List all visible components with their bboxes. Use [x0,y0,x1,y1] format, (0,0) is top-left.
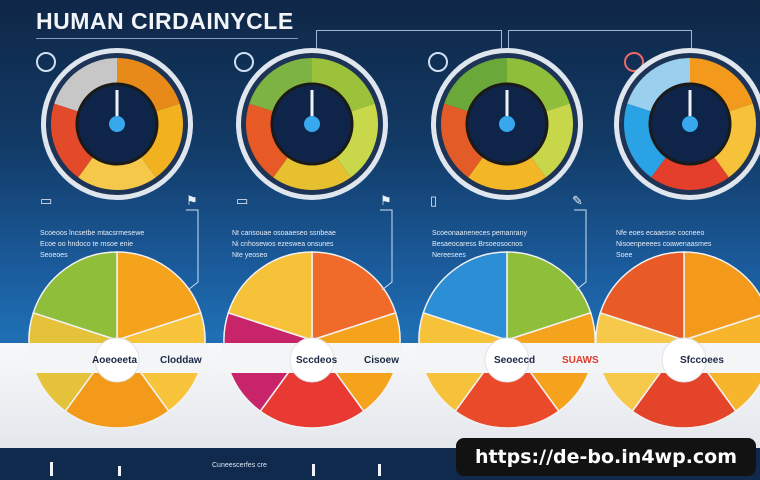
pen-icon: ✎ [572,193,583,208]
pie-slice [227,251,313,342]
connector-line-2 [508,30,692,53]
footer-marker [50,462,53,476]
monitor-icon: ▭ [236,193,249,208]
segment-label: Sccdeos [296,355,338,366]
flag-icon: ⚑ [380,193,392,208]
pie-slice [259,338,365,429]
flag-icon: ⚑ [186,193,198,208]
connector-line-1 [316,30,502,53]
clock-icon [234,52,254,72]
callout-line [186,209,199,291]
gauge-hub [109,116,125,132]
callout-line [380,209,393,291]
description-text-4: Nfe eoes ecaaesse cocneeo Nisoenpeeees c… [616,230,712,259]
page-title: HUMAN CIRDAINYCLE [36,8,294,34]
callout-line [574,209,587,291]
pie-center [661,337,707,383]
gauge-hub [499,116,515,132]
footer-text: Cuneescerfes cre [212,462,267,469]
pie-center [484,337,530,383]
segment-label: Cloddaw [160,355,202,366]
pie-slice [683,251,760,342]
pie-slice [32,251,118,342]
segment-label: Seoeccd [494,355,536,366]
folder-icon: ▭ [40,193,53,208]
pie-center [289,337,335,383]
bookmark-icon: ▯ [430,193,438,208]
footer-marker [312,464,315,476]
sun-icon [624,52,644,72]
segment-label: SUAWS [562,355,599,366]
pie-slice [454,338,560,429]
footer-marker [118,466,121,476]
pie-slice [116,251,202,342]
gauge-hub [304,116,320,132]
pie-slice [64,338,170,429]
title-underline [36,38,298,39]
description-text-3: Scoeonaaneneces pemanrany Besaeocaress B… [432,230,527,259]
pie-slice [422,251,508,342]
segment-label: Sfccoees [680,355,724,366]
segment-label: Aoeoeeta [92,355,138,366]
pie-slice [599,251,685,342]
segment-label: Cisoew [364,355,400,366]
pie-center [94,337,140,383]
moon-icon [428,52,448,72]
gauge-hub [682,116,698,132]
pie-slice [311,251,397,342]
description-text-2: Nt cansouae osoaaeseo ssnbeae Ni cnhosew… [232,230,336,259]
watermark-url[interactable]: https://de-bo.in4wp.com [456,438,756,476]
pie-slice [506,251,592,342]
clock-icon [36,52,56,72]
footer-marker [378,464,381,476]
pie-slice [631,338,737,429]
description-text-1: Scoeoos lncsetbe mtacsrmesewe Ecoe oo hn… [40,230,145,259]
